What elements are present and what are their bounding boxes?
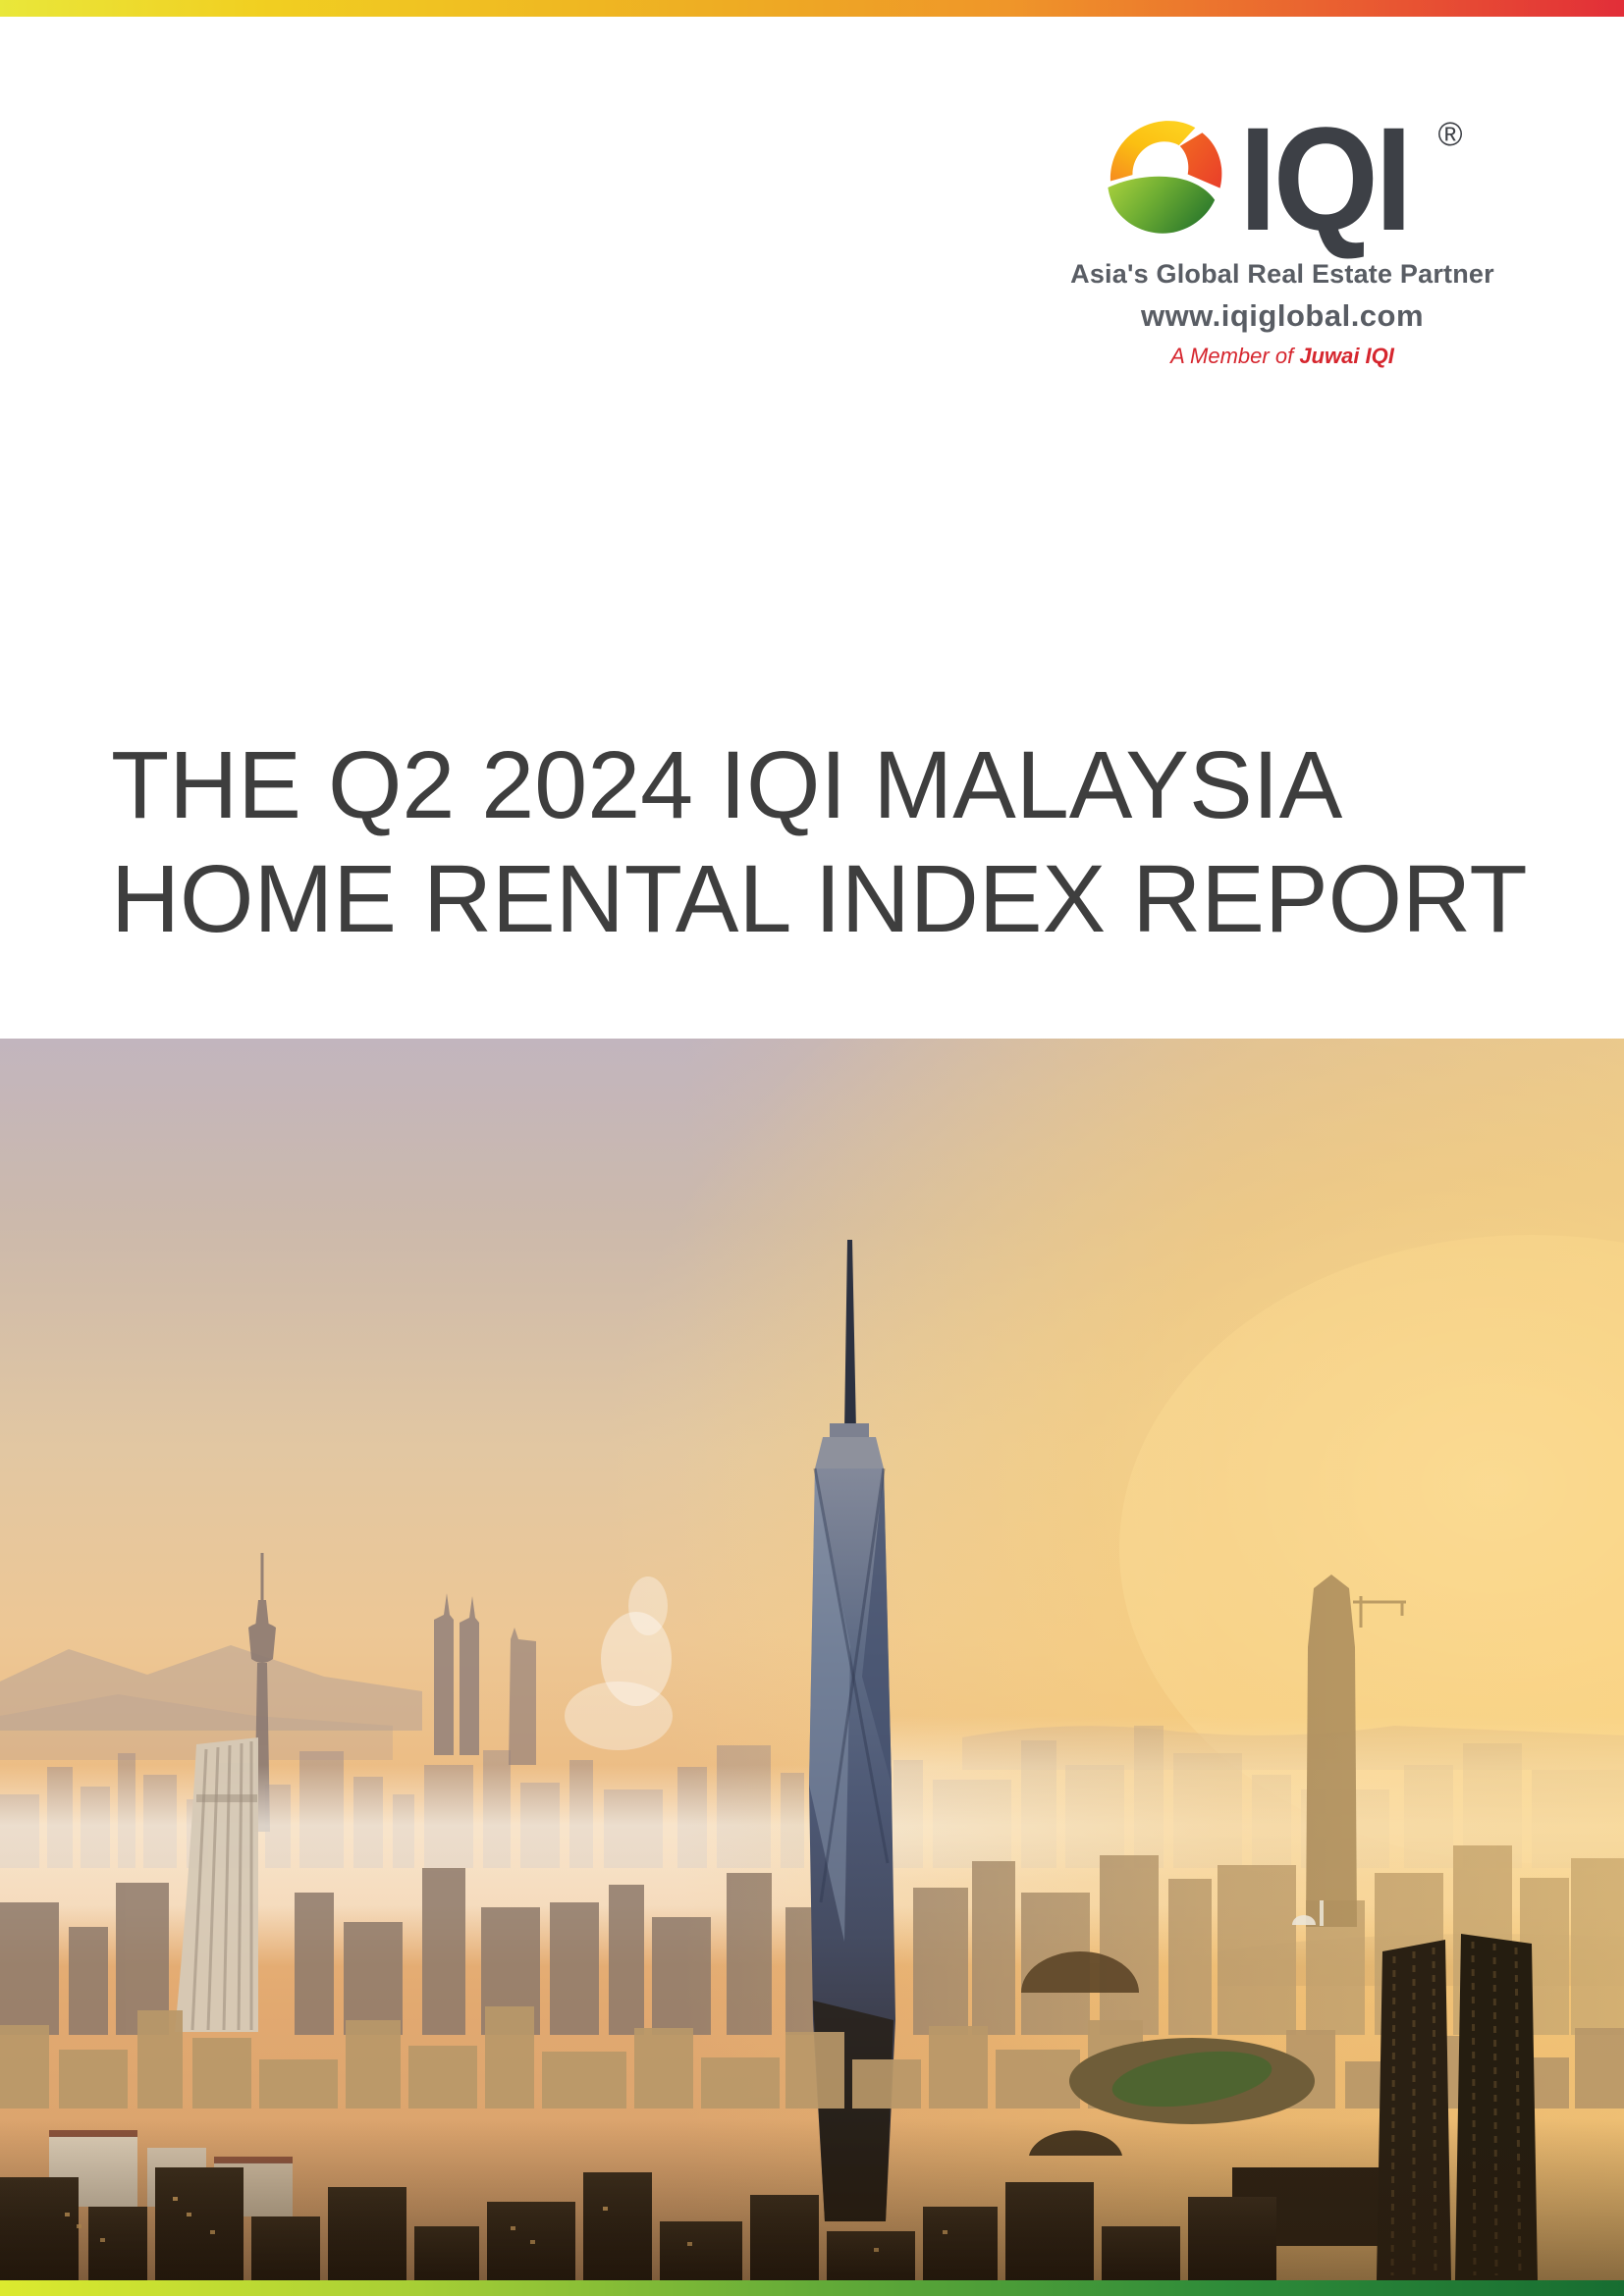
report-title: THE Q2 2024 IQI MALAYSIA HOME RENTAL IND…: [111, 728, 1544, 956]
iqi-globe-icon: [1108, 121, 1222, 234]
iqi-logo-block: IQI ® Asia's Global Real Estate Partner …: [1066, 96, 1498, 369]
iqi-logo: IQI ®: [1066, 96, 1498, 261]
bottom-gradient-bar: [0, 2280, 1624, 2296]
report-title-line1: THE Q2 2024 IQI MALAYSIA: [111, 731, 1343, 838]
member-brand: Juwai IQI: [1299, 344, 1394, 368]
iqi-wordmark: IQI: [1239, 96, 1413, 261]
report-title-line2: HOME RENTAL INDEX REPORT: [111, 845, 1528, 952]
registered-trademark-icon: ®: [1437, 116, 1463, 153]
top-gradient-bar: [0, 0, 1624, 17]
cover-photo: [0, 1039, 1624, 2280]
kl-skyline-illustration: [0, 1039, 1624, 2280]
logo-website: www.iqiglobal.com: [1140, 298, 1425, 333]
bottom-vignette: [0, 2118, 1624, 2280]
member-prefix: A Member of: [1170, 344, 1300, 368]
logo-member-line: A Member of Juwai IQI: [1066, 344, 1498, 369]
logo-tagline: Asia's Global Real Estate Partner: [1070, 259, 1494, 289]
